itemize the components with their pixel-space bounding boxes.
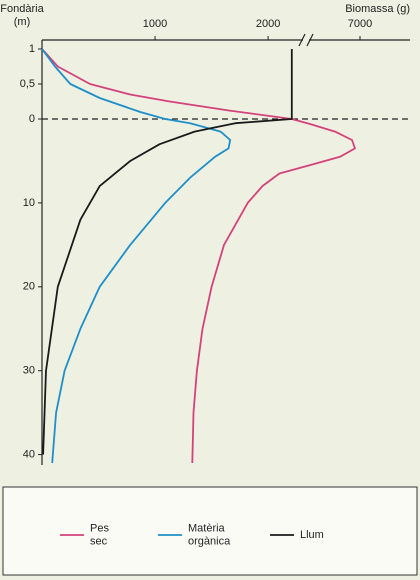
y-tick-label: 30	[23, 365, 35, 377]
series-line	[42, 49, 293, 455]
x-tick-label: 2000	[256, 18, 280, 30]
y-tick-label: 10	[23, 197, 35, 209]
y-tick-label: 0	[29, 113, 35, 125]
legend-label: Pes sec	[90, 522, 109, 547]
legend-label: Matèria orgànica	[188, 522, 231, 547]
legend-label: Llum	[300, 529, 324, 541]
y-axis-label: (m)	[14, 16, 31, 28]
y-tick-label: 1	[29, 43, 35, 55]
axis-break	[298, 33, 314, 47]
legend-box	[2, 486, 418, 576]
x-tick-label: 7000	[348, 18, 372, 30]
x-tick-label: 1000	[143, 18, 167, 30]
series-line	[41, 48, 232, 464]
y-tick-label: 0,5	[20, 78, 35, 90]
series-line	[41, 48, 356, 464]
y-tick-label: 40	[23, 449, 35, 461]
x-axis-label: Biomassa (g)	[345, 3, 410, 15]
y-tick-label: 20	[23, 281, 35, 293]
y-axis-label: Fondària	[0, 3, 44, 15]
